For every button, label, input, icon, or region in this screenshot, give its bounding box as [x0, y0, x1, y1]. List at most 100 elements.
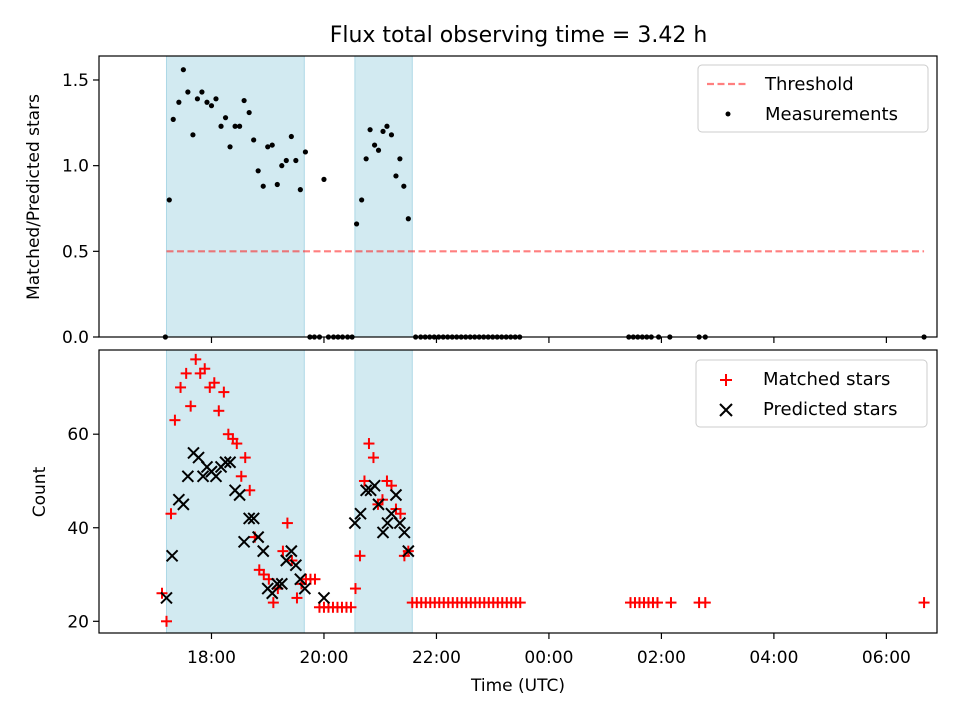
- measurement-point: [176, 99, 182, 105]
- measurement-point: [251, 137, 257, 143]
- measurement-point: [384, 123, 390, 129]
- bottom-y-axis: 20 40 60: [67, 425, 99, 632]
- predicted-star-point: [271, 577, 284, 591]
- measurements-legend-swatch: [725, 111, 731, 117]
- measurement-point: [166, 197, 172, 203]
- matched-star-point: [258, 569, 270, 581]
- predicted-star-point: [275, 577, 288, 591]
- measurement-point: [363, 156, 369, 162]
- predicted-star-point: [177, 498, 190, 511]
- bottom-observing-span-1: [354, 349, 413, 634]
- predicted-star-point: [181, 470, 195, 483]
- predicted-star-point: [280, 554, 293, 567]
- measurement-point: [185, 89, 191, 95]
- predicted-star-points: [160, 446, 415, 605]
- measurement-point: [255, 168, 261, 174]
- predicted-star-point: [266, 587, 279, 600]
- matched-star-point: [367, 452, 379, 464]
- matched-star-point: [651, 597, 663, 609]
- matched-star-point: [169, 414, 181, 426]
- bottom-panel: 20 40 60 18:00 20:00 22:00 00:00 02:00 04:00 06:…: [30, 349, 938, 696]
- x-tick-label: 02:00: [637, 648, 686, 668]
- x-tick-label: 06:00: [862, 648, 911, 668]
- bottom-y-axis-label: Count: [30, 466, 50, 517]
- matched-star-point: [309, 573, 321, 585]
- measurement-point: [190, 132, 196, 138]
- predicted-star-point: [398, 526, 411, 539]
- measurement-point: [359, 197, 365, 203]
- top-observing-spans: [165, 55, 413, 338]
- measurement-point: [302, 149, 309, 155]
- predicted-star-point: [251, 530, 265, 544]
- matched-star-point: [244, 484, 256, 496]
- predicted-star-point: [289, 558, 303, 572]
- top-y-tick-label: 1.5: [62, 71, 89, 91]
- measurement-point: [297, 187, 303, 193]
- predicted-star-point: [165, 549, 179, 563]
- measurement-point: [367, 127, 373, 133]
- matched-star-point: [180, 367, 192, 379]
- measurement-point: [269, 142, 275, 148]
- matched-star-point: [160, 615, 172, 627]
- predicted-legend-label: Predicted stars: [763, 399, 897, 420]
- measurement-point: [222, 115, 229, 121]
- x-tick-label: 20:00: [299, 648, 348, 668]
- matched-star-point: [208, 377, 220, 389]
- measurement-point: [405, 216, 411, 222]
- measurement-point: [288, 133, 294, 140]
- measurement-point: [397, 156, 403, 162]
- predicted-star-point: [294, 572, 307, 586]
- measurement-point: [194, 96, 201, 102]
- measurement-point: [246, 109, 252, 116]
- predicted-star-point: [242, 512, 256, 525]
- threshold-legend-label: Threshold: [764, 74, 854, 95]
- measurement-point: [274, 181, 280, 188]
- bottom-x-axis: 18:00 20:00 22:00 00:00 02:00 04:00 06:00: [187, 633, 911, 668]
- measurement-point: [380, 128, 386, 134]
- matched-star-point: [218, 386, 230, 398]
- bottom-axes-frame: [98, 349, 938, 634]
- top-y-tick-label: 0.5: [62, 242, 89, 262]
- predicted-star-point: [376, 526, 390, 539]
- measurement-point: [388, 132, 395, 138]
- matched-star-points: [156, 353, 930, 627]
- measurement-point: [260, 183, 266, 189]
- matched-star-point: [394, 508, 406, 520]
- predicted-star-point: [233, 488, 246, 502]
- measurement-point: [170, 116, 176, 122]
- predicted-star-point: [219, 456, 232, 469]
- matched-star-point: [213, 405, 225, 417]
- matched-star-point: [699, 597, 711, 609]
- bottom-y-tick-label: 60: [67, 425, 89, 445]
- predicted-legend-swatch: [719, 403, 733, 417]
- top-panel: 0.0 0.5 1.0 1.5 Matched/Predicted stars Thr…: [24, 55, 938, 348]
- measurement-point: [375, 147, 382, 153]
- matched-star-point: [354, 550, 366, 562]
- matched-star-point: [345, 601, 357, 613]
- measurement-point: [283, 157, 289, 164]
- measurement-point: [279, 163, 285, 169]
- measurement-point: [401, 183, 407, 189]
- matched-star-point: [185, 400, 197, 412]
- measurement-point: [393, 173, 399, 179]
- matched-star-point: [665, 597, 677, 609]
- predicted-star-point: [257, 544, 270, 558]
- bottom-observing-spans: [165, 349, 413, 634]
- top-y-tick-label: 0.0: [62, 328, 89, 348]
- measurement-point: [371, 142, 378, 148]
- top-axes-frame: [98, 55, 938, 338]
- measurement-point: [199, 89, 205, 95]
- predicted-star-point: [402, 544, 415, 558]
- top-observing-span-1: [354, 55, 413, 338]
- matched-star-point: [190, 353, 202, 365]
- measurement-point: [232, 123, 238, 129]
- matched-star-point: [239, 452, 251, 464]
- matched-legend-swatch: [720, 374, 732, 386]
- predicted-star-point: [368, 479, 381, 492]
- measurement-point: [293, 157, 299, 164]
- top-legend: Threshold Measurements: [697, 64, 929, 133]
- measurement-point: [208, 103, 215, 109]
- top-y-axis-label: Matched/Predicted stars: [24, 94, 44, 300]
- predicted-star-point: [247, 512, 260, 525]
